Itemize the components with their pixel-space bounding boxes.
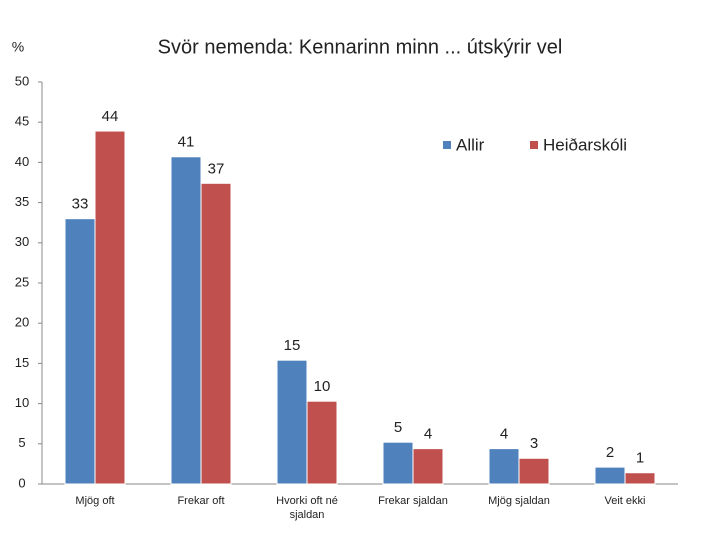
y-tick-label: 10 [15, 395, 29, 410]
bar [276, 359, 308, 485]
x-tick-label: Frekar sjaldan [378, 495, 448, 507]
bar [412, 448, 444, 485]
data-label: 5 [394, 419, 402, 436]
bar [200, 182, 232, 485]
x-tick-label: Mjög sjaldan [488, 495, 550, 507]
data-label: 37 [208, 160, 225, 177]
x-tick-label: Mjög oft [75, 495, 115, 507]
bar [382, 441, 414, 485]
bar [64, 218, 96, 485]
y-tick-label: 20 [15, 315, 29, 330]
legend-label: Allir [456, 135, 485, 154]
y-tick-label: 25 [15, 274, 29, 289]
legend-swatch [530, 141, 538, 149]
x-tick-label: Frekar oft [177, 495, 225, 507]
data-label: 10 [314, 378, 331, 395]
y-tick-label: 0 [18, 475, 25, 490]
bar [624, 472, 656, 485]
data-label: 33 [72, 196, 89, 213]
bar [170, 156, 202, 485]
data-label: 15 [284, 337, 301, 354]
bar [94, 130, 126, 485]
bar [488, 448, 520, 485]
y-tick-label: 15 [15, 355, 29, 370]
y-tick-label: 35 [15, 194, 29, 209]
y-axis-label: % [12, 39, 24, 55]
data-label: 3 [530, 435, 538, 452]
legend-label: Heiðarskóli [543, 135, 627, 154]
bar [306, 400, 338, 485]
data-label: 2 [606, 444, 614, 461]
bar [594, 466, 626, 485]
data-label: 4 [424, 426, 432, 443]
data-label: 1 [636, 450, 644, 467]
y-tick-label: 40 [15, 154, 29, 169]
y-tick-label: 45 [15, 114, 29, 129]
legend-swatch [443, 141, 451, 149]
bar [518, 457, 550, 485]
y-tick-label: 5 [18, 435, 25, 450]
y-tick-label: 50 [15, 73, 29, 88]
data-label: 41 [178, 134, 195, 151]
data-label: 4 [500, 426, 508, 443]
chart-title: Svör nemenda: Kennarinn minn ... útskýri… [158, 36, 563, 58]
x-tick-label: Hvorki oft né sjaldan [276, 495, 338, 521]
y-tick-label: 30 [15, 234, 29, 249]
data-label: 44 [102, 108, 119, 125]
x-tick-label: Veit ekki [604, 495, 646, 507]
